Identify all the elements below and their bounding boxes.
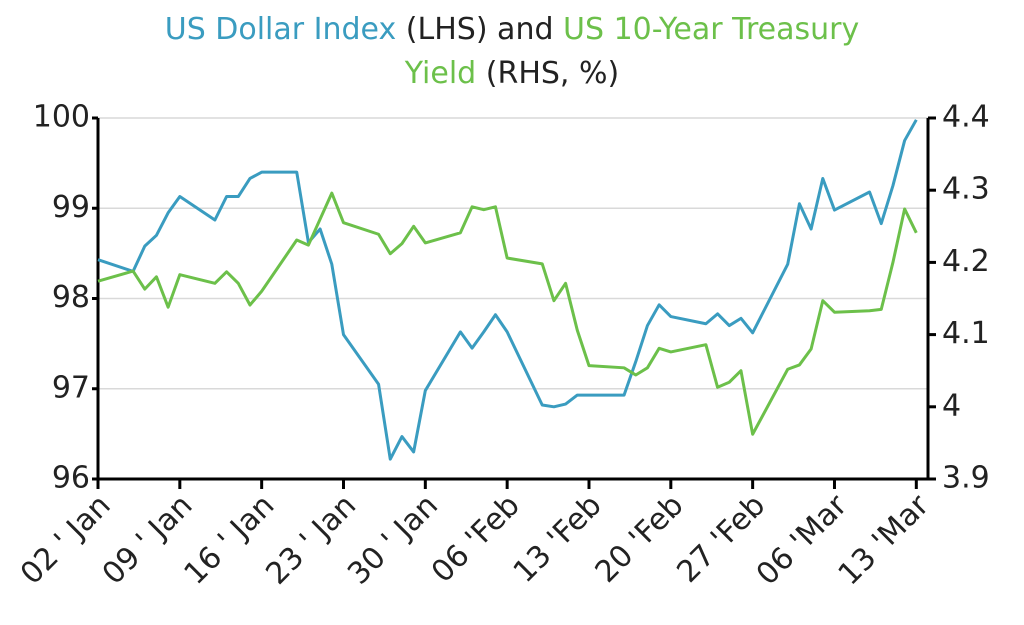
y2-tick-label: 4 <box>942 388 961 423</box>
x-tick-label: 06 'Mar <box>750 487 855 592</box>
series-line <box>97 191 918 436</box>
x-tick-label: 30 ' Jan <box>341 488 445 592</box>
title-series-1: US Dollar Index <box>164 12 397 47</box>
x-tick-label: 13 'Feb <box>507 488 609 590</box>
y2-tick-label: 4.4 <box>942 100 990 135</box>
title-rhs: (RHS, %) <box>485 56 620 91</box>
y2-tick-label: 3.9 <box>942 461 990 496</box>
y-tick-label: 96 <box>52 461 90 496</box>
x-tick-label: 09 ' Jan <box>96 488 200 592</box>
y2-tick-label: 4.3 <box>942 172 990 207</box>
y-tick-label: 100 <box>33 100 90 135</box>
y-tick-label: 99 <box>52 190 90 225</box>
y-tick-label: 98 <box>52 280 90 315</box>
x-tick-label: 23 ' Jan <box>259 488 363 592</box>
y-tick-label: 97 <box>52 370 90 405</box>
x-tick-label: 20 'Feb <box>589 488 691 590</box>
x-tick-label: 16 ' Jan <box>178 488 282 592</box>
title-lhs: (LHS) and <box>405 12 554 47</box>
x-tick-label: 06 'Feb <box>425 488 527 590</box>
chart-title: US Dollar Index (LHS) and US 10-Year Tre… <box>142 8 882 96</box>
y2-tick-label: 4.2 <box>942 244 990 279</box>
y2-tick-label: 4.1 <box>942 316 990 351</box>
x-tick-label: 13 'Mar <box>832 487 937 592</box>
title-series-2: US 10-Year Treasury Yield <box>404 12 860 91</box>
series-line <box>97 119 918 461</box>
x-tick-label: 02 ' Jan <box>14 488 118 592</box>
